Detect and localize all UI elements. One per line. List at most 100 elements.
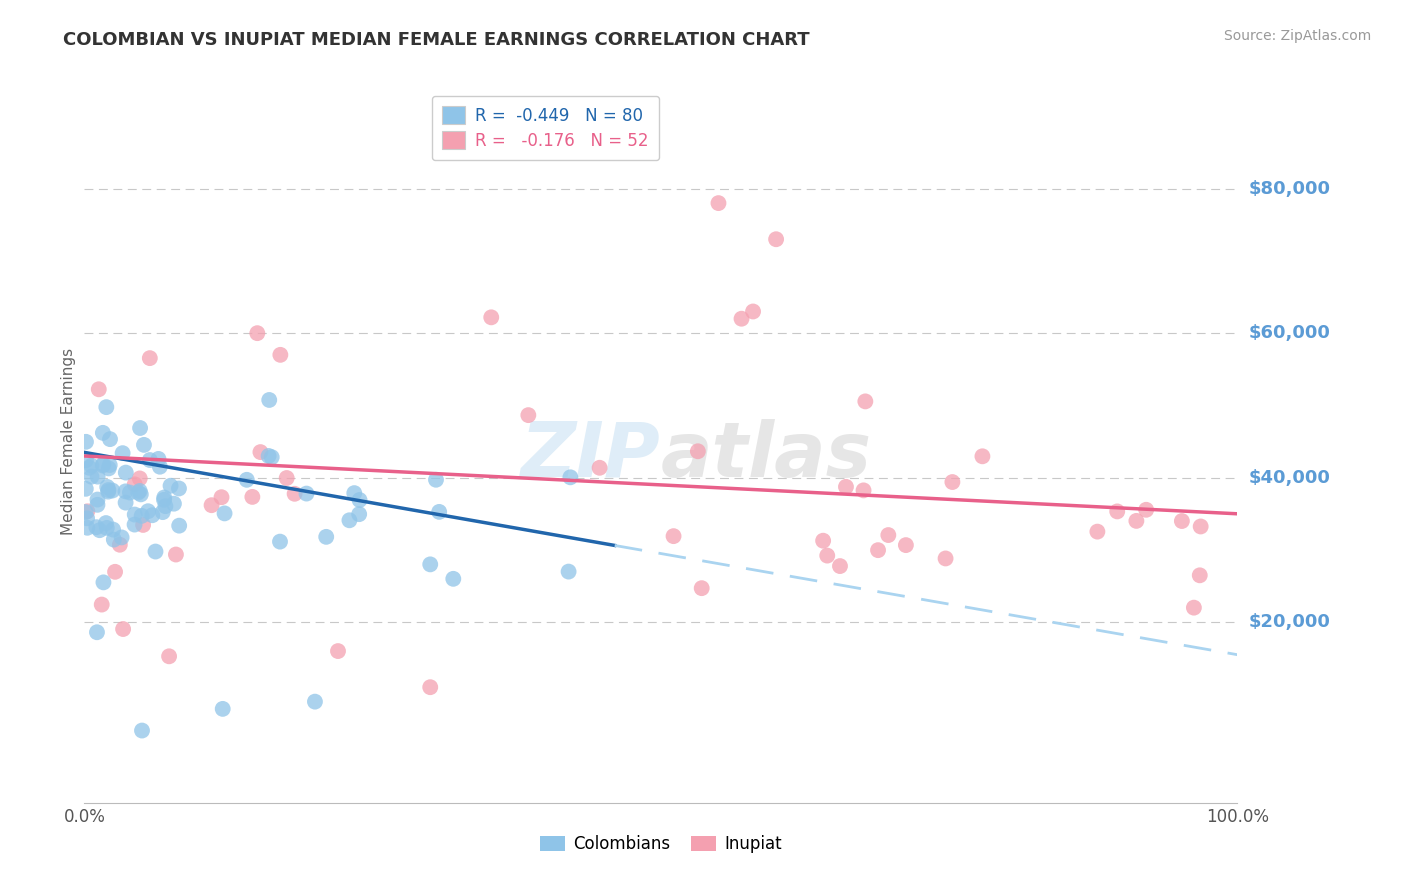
Point [1087,524,1109,539]
Point [427,505,450,519]
Point [110,530,132,544]
Point [479,310,502,325]
Text: $20,000: $20,000 [1249,613,1330,632]
Point [148,451,170,466]
Point [153,492,176,507]
Legend: Colombians, Inupiat: Colombians, Inupiat [533,828,789,860]
Point [86,492,108,507]
Point [96,480,118,494]
Point [972,450,994,464]
Point [211,702,233,716]
Point [304,695,326,709]
Point [707,196,730,211]
Point [76,504,98,518]
Point [425,473,447,487]
Point [343,486,366,500]
Point [149,459,172,474]
Point [1171,514,1194,528]
Point [91,458,114,473]
Point [97,461,120,475]
Point [517,408,540,422]
Point [131,723,153,738]
Text: $40,000: $40,000 [1249,468,1330,487]
Point [347,507,370,521]
Point [80,469,103,483]
Point [662,529,685,543]
Point [129,421,152,435]
Point [811,533,834,548]
Point [257,449,280,463]
Point [118,485,141,500]
Point [98,458,121,472]
Point [155,499,177,513]
Point [124,517,146,532]
Point [136,504,159,518]
Point [877,528,900,542]
Point [114,466,136,480]
Point [97,483,120,497]
Point [269,534,291,549]
Point [1125,514,1147,528]
Point [295,486,318,500]
Point [90,598,112,612]
Point [80,458,103,473]
Point [89,523,111,537]
Point [815,549,838,563]
Point [690,581,713,595]
Point [111,446,134,460]
Point [276,471,298,485]
Point [1135,503,1157,517]
Point [114,495,136,509]
Point [108,538,131,552]
Point [163,497,186,511]
Point [211,490,233,504]
Text: atlas: atlas [661,419,872,493]
Point [131,508,153,523]
Point [152,505,174,519]
Point [1189,519,1212,533]
Point [97,484,120,499]
Point [91,425,114,440]
Text: COLOMBIAN VS INUPIAT MEDIAN FEMALE EARNINGS CORRELATION CHART: COLOMBIAN VS INUPIAT MEDIAN FEMALE EARNI… [63,31,810,49]
Point [145,544,167,558]
Point [339,513,361,527]
Point [86,520,108,534]
Point [868,543,890,558]
Text: Source: ZipAtlas.com: Source: ZipAtlas.com [1223,29,1371,43]
Point [96,400,118,414]
Point [236,473,259,487]
Point [98,432,121,446]
Point [132,438,155,452]
Point [94,516,117,530]
Point [128,483,150,498]
Point [124,477,146,491]
Text: ZIP: ZIP [522,419,661,493]
Point [165,548,187,562]
Point [75,505,97,519]
Point [260,450,283,465]
Text: $60,000: $60,000 [1249,324,1330,343]
Point [76,511,98,525]
Point [419,680,441,694]
Point [96,521,118,535]
Point [103,533,125,547]
Point [75,453,97,467]
Point [76,521,98,535]
Point [419,558,441,572]
Point [75,434,97,449]
Point [128,471,150,485]
Point [557,565,579,579]
Text: $80,000: $80,000 [1249,179,1330,198]
Y-axis label: Median Female Earnings: Median Female Earnings [60,348,76,535]
Point [853,394,876,409]
Point [1188,568,1211,582]
Point [742,304,765,318]
Point [139,453,162,467]
Point [315,530,337,544]
Point [87,382,110,396]
Point [167,482,190,496]
Point [441,572,464,586]
Point [560,470,582,484]
Point [269,348,291,362]
Point [139,351,162,365]
